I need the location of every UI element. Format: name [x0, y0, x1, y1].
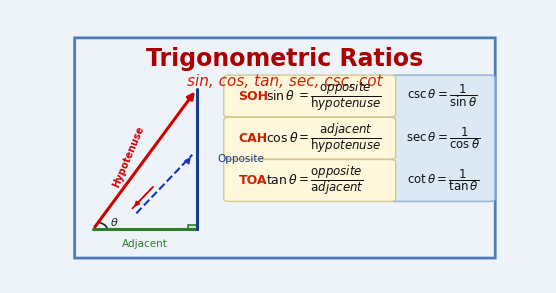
Text: $\cos\theta$: $\cos\theta$: [266, 131, 298, 145]
Bar: [188, 225, 197, 229]
Text: $\sin\theta$: $\sin\theta$: [266, 89, 295, 103]
FancyBboxPatch shape: [75, 38, 495, 258]
Text: $=\dfrac{\mathrm{o}pposite}{\mathrm{a}djacent}$: $=\dfrac{\mathrm{o}pposite}{\mathrm{a}dj…: [296, 163, 364, 197]
Text: Hypotenuse: Hypotenuse: [111, 125, 146, 189]
FancyBboxPatch shape: [390, 75, 495, 201]
Text: Adjacent: Adjacent: [122, 239, 168, 249]
Text: TOA: TOA: [239, 174, 267, 187]
Text: Opposite: Opposite: [217, 154, 264, 164]
FancyBboxPatch shape: [224, 159, 396, 201]
Text: sin, cos, tan, sec, csc, cot: sin, cos, tan, sec, csc, cot: [187, 74, 383, 89]
Text: $=\dfrac{\mathrm{o}pposite}{\mathrm{h}ypotenuse}$: $=\dfrac{\mathrm{o}pposite}{\mathrm{h}yp…: [296, 79, 381, 113]
Text: $\theta$: $\theta$: [110, 216, 118, 228]
Text: $\csc\theta=\dfrac{1}{\sin\theta}$: $\csc\theta=\dfrac{1}{\sin\theta}$: [408, 83, 478, 109]
Text: $=\dfrac{\mathrm{a}djacent}{\mathrm{h}ypotenuse}$: $=\dfrac{\mathrm{a}djacent}{\mathrm{h}yp…: [296, 121, 381, 155]
Text: $\cot\theta=\dfrac{1}{\tan\theta}$: $\cot\theta=\dfrac{1}{\tan\theta}$: [406, 168, 479, 193]
Text: CAH: CAH: [239, 132, 267, 145]
FancyBboxPatch shape: [224, 117, 396, 159]
Text: $\tan\theta$: $\tan\theta$: [266, 173, 297, 188]
Text: $\sec\theta=\dfrac{1}{\cos\theta}$: $\sec\theta=\dfrac{1}{\cos\theta}$: [405, 125, 480, 151]
Text: Trigonometric Ratios: Trigonometric Ratios: [146, 47, 424, 71]
FancyBboxPatch shape: [224, 75, 396, 117]
Text: SOH: SOH: [239, 90, 269, 103]
